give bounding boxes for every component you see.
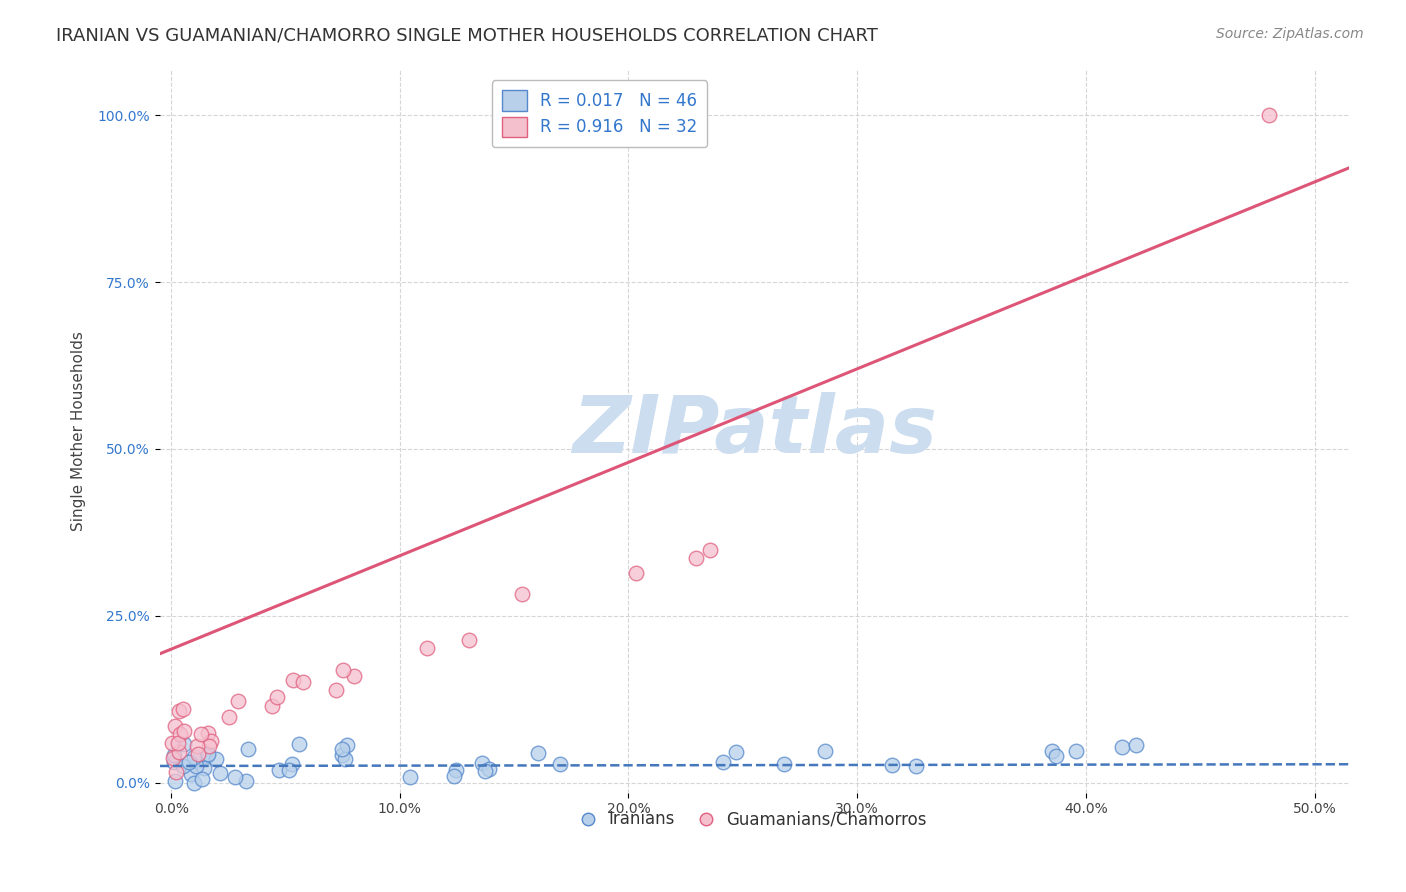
Point bbox=[478, 762, 501, 776]
Point bbox=[882, 757, 904, 772]
Legend: Iranians, Guamanians/Chamorros: Iranians, Guamanians/Chamorros bbox=[575, 804, 934, 835]
Point bbox=[200, 733, 222, 747]
Point bbox=[624, 566, 647, 580]
Point bbox=[699, 543, 721, 558]
Point bbox=[183, 750, 205, 764]
Point bbox=[266, 690, 288, 705]
Point bbox=[325, 682, 347, 697]
Point bbox=[172, 759, 194, 773]
Point bbox=[167, 745, 190, 759]
Point bbox=[172, 702, 194, 716]
Y-axis label: Single Mother Households: Single Mother Households bbox=[72, 331, 86, 531]
Point bbox=[281, 673, 304, 688]
Point bbox=[163, 747, 186, 762]
Point bbox=[169, 704, 191, 718]
Point bbox=[163, 755, 186, 769]
Point bbox=[399, 770, 422, 784]
Point bbox=[330, 742, 353, 756]
Point bbox=[814, 744, 837, 758]
Point bbox=[218, 710, 240, 724]
Point bbox=[183, 775, 205, 789]
Point bbox=[443, 769, 465, 783]
Point bbox=[173, 738, 195, 752]
Point bbox=[165, 719, 187, 733]
Point bbox=[330, 748, 353, 763]
Point bbox=[332, 663, 354, 677]
Point bbox=[167, 736, 190, 750]
Point bbox=[165, 764, 187, 779]
Point bbox=[197, 747, 219, 762]
Point bbox=[1111, 740, 1133, 755]
Point bbox=[193, 761, 215, 775]
Point bbox=[184, 758, 207, 772]
Point bbox=[177, 755, 200, 769]
Point bbox=[446, 763, 468, 777]
Point bbox=[224, 771, 246, 785]
Point bbox=[474, 764, 496, 778]
Point bbox=[685, 551, 707, 566]
Point bbox=[1040, 744, 1063, 758]
Point bbox=[288, 737, 311, 751]
Point bbox=[277, 764, 299, 778]
Point bbox=[205, 752, 228, 766]
Point bbox=[180, 767, 202, 781]
Point bbox=[336, 738, 359, 752]
Point bbox=[725, 745, 748, 759]
Point bbox=[458, 633, 481, 648]
Point bbox=[235, 773, 257, 788]
Point bbox=[526, 746, 548, 760]
Point bbox=[772, 757, 794, 772]
Point bbox=[163, 774, 186, 789]
Point bbox=[191, 772, 214, 786]
Text: IRANIAN VS GUAMANIAN/CHAMORRO SINGLE MOTHER HOUSEHOLDS CORRELATION CHART: IRANIAN VS GUAMANIAN/CHAMORRO SINGLE MOT… bbox=[56, 27, 879, 45]
Point bbox=[186, 739, 208, 753]
Point bbox=[281, 756, 304, 771]
Text: ZIPatlas: ZIPatlas bbox=[572, 392, 936, 469]
Point bbox=[1066, 743, 1088, 757]
Point bbox=[226, 694, 249, 708]
Point bbox=[187, 747, 209, 762]
Text: Source: ZipAtlas.com: Source: ZipAtlas.com bbox=[1216, 27, 1364, 41]
Point bbox=[1125, 738, 1147, 752]
Point bbox=[1257, 108, 1279, 122]
Point bbox=[238, 741, 260, 756]
Point bbox=[262, 699, 284, 714]
Point bbox=[711, 755, 734, 769]
Point bbox=[1045, 748, 1067, 763]
Point bbox=[197, 739, 219, 753]
Point bbox=[904, 759, 927, 773]
Point bbox=[343, 669, 366, 683]
Point bbox=[292, 674, 315, 689]
Point bbox=[333, 752, 356, 766]
Point bbox=[471, 756, 494, 771]
Point bbox=[173, 723, 195, 738]
Point bbox=[162, 750, 184, 764]
Point bbox=[415, 640, 437, 655]
Point bbox=[267, 764, 290, 778]
Point bbox=[510, 587, 533, 601]
Point bbox=[548, 757, 571, 772]
Point bbox=[197, 726, 219, 740]
Point bbox=[195, 749, 218, 764]
Point bbox=[169, 727, 191, 741]
Point bbox=[160, 736, 183, 750]
Point bbox=[190, 726, 212, 740]
Point bbox=[209, 766, 232, 780]
